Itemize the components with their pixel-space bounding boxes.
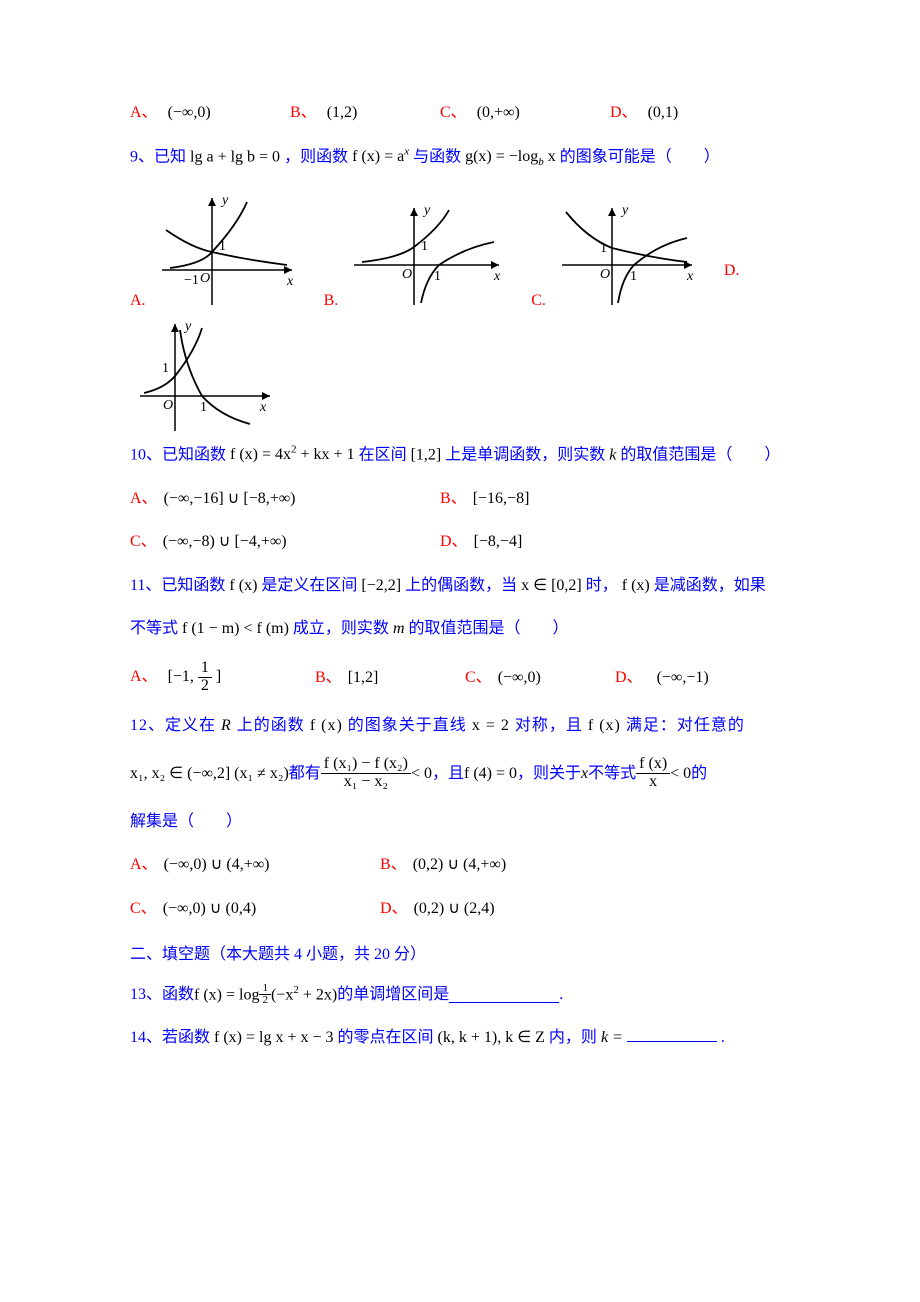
svg-text:O: O (200, 271, 210, 286)
svg-text:y: y (620, 203, 629, 218)
q9-prefix: 9、已知 (130, 148, 190, 165)
svg-text:O: O (402, 267, 412, 282)
svg-text:O: O (600, 267, 610, 282)
q9-math3: g(x) = −logb x (465, 148, 560, 165)
q8-opt-c: (0,+∞) (477, 104, 520, 121)
opt-label-a: A、 (130, 104, 158, 121)
q12-opts-2: C、(−∞,0) ∪ (0,4) D、(0,2) ∪ (2,4) (130, 896, 800, 922)
q10-opts-2: C、(−∞,−8) ∪ [−4,+∞) D、[−8,−4] (130, 529, 800, 555)
q9-fig-d-label: D. (724, 262, 740, 280)
q9-graph-a: O x y 1 −1 (152, 190, 302, 310)
q12-line3: 解集是（ ） (130, 809, 800, 835)
q14-blank (627, 1025, 717, 1042)
q11-line1: 11、已知函数 f (x) 是定义在区间 [−2,2] 上的偶函数，当 x ∈ … (130, 573, 800, 599)
q9-fig-c-wrap: C. O x y 1 1 (531, 200, 702, 310)
q9-mid2: 与函数 (413, 148, 465, 165)
q8-options: A、 (−∞,0) B、 (1,2) C、 (0,+∞) D、 (0,1) (130, 100, 800, 126)
section-2-heading: 二、填空题（本大题共 4 小题，共 20 分） (130, 940, 800, 964)
q10-opts-1: A、(−∞,−16] ∪ [−8,+∞) B、[−16,−8] (130, 486, 800, 512)
q13: 13、函数 f (x) = log12(−x2 + 2x) 的单调增区间是 . (130, 982, 800, 1008)
opt-label-c: C、 (440, 104, 467, 121)
q9-fig-a-wrap: A. O x y 1 −1 (130, 190, 302, 310)
q9-figs-row1: A. O x y 1 −1 B. (130, 190, 800, 310)
opt-label-d: D、 (610, 104, 638, 121)
svg-text:x: x (686, 269, 694, 284)
q9-fig-b-label: B. (324, 292, 339, 310)
svg-text:y: y (183, 319, 192, 334)
q8-opt-b: (1,2) (327, 104, 358, 121)
q9-fig-c-label: C. (531, 292, 546, 310)
svg-text:1: 1 (200, 400, 207, 415)
q10-stem: 10、已知函数 f (x) = 4x2 + kx + 1 在区间 [1,2] 上… (130, 442, 800, 468)
q9-fig-a-label: A. (130, 292, 146, 310)
q9-stem: 9、已知 lg a + lg b = 0 ，则函数 f (x) = ax 与函数… (130, 144, 800, 172)
q8-opt-a: (−∞,0) (168, 104, 211, 121)
q9-graph-c: O x y 1 1 (552, 200, 702, 310)
q9-graph-b: O x y 1 1 (344, 200, 509, 310)
q13-blank (449, 986, 559, 1003)
q9-figs-row2: O x y 1 1 (130, 316, 800, 436)
svg-text:y: y (422, 203, 431, 218)
q9-math1: lg a + lg b = 0 (190, 148, 280, 165)
svg-text:1: 1 (434, 269, 441, 284)
q11-line2: 不等式 f (1 − m) < f (m) 成立，则实数 m 的取值范围是（ ） (130, 616, 800, 642)
exam-page: A、 (−∞,0) B、 (1,2) C、 (0,+∞) D、 (0,1) 9、… (0, 0, 920, 1129)
opt-label-b: B、 (290, 104, 317, 121)
q12-line1: 12、定义在 R 上的函数 f (x) 的图象关于直线 x = 2 对称，且 f… (130, 713, 800, 739)
svg-text:O: O (163, 398, 173, 413)
q9-suffix: 的图象可能是（ ） (560, 148, 720, 165)
q9-math2: f (x) = ax (352, 148, 413, 165)
q9-graph-d: O x y 1 1 (130, 316, 280, 436)
q8-opt-d: (0,1) (648, 104, 679, 121)
svg-text:x: x (286, 274, 294, 289)
svg-text:x: x (259, 400, 267, 415)
svg-text:1: 1 (630, 269, 637, 284)
q9-mid1: ，则函数 (284, 148, 352, 165)
svg-text:y: y (220, 193, 229, 208)
q11-opts: A、 [−1, 12 ] B、[1,2] C、(−∞,0) D、 (−∞,−1) (130, 660, 800, 695)
svg-text:x: x (493, 269, 501, 284)
q9-fig-b-wrap: B. O x y 1 1 (324, 200, 510, 310)
svg-text:−1: −1 (184, 273, 199, 288)
q14: 14、若函数 f (x) = lg x + x − 3 的零点在区间 (k, k… (130, 1025, 800, 1051)
svg-text:1: 1 (162, 361, 169, 376)
q12-line2: x₁, x₂ ∈ (−∞,2] (x₁ ≠ x₂) 都有 f (x₁) − f … (130, 756, 800, 791)
q12-opts-1: A、(−∞,0) ∪ (4,+∞) B、(0,2) ∪ (4,+∞) (130, 852, 800, 878)
